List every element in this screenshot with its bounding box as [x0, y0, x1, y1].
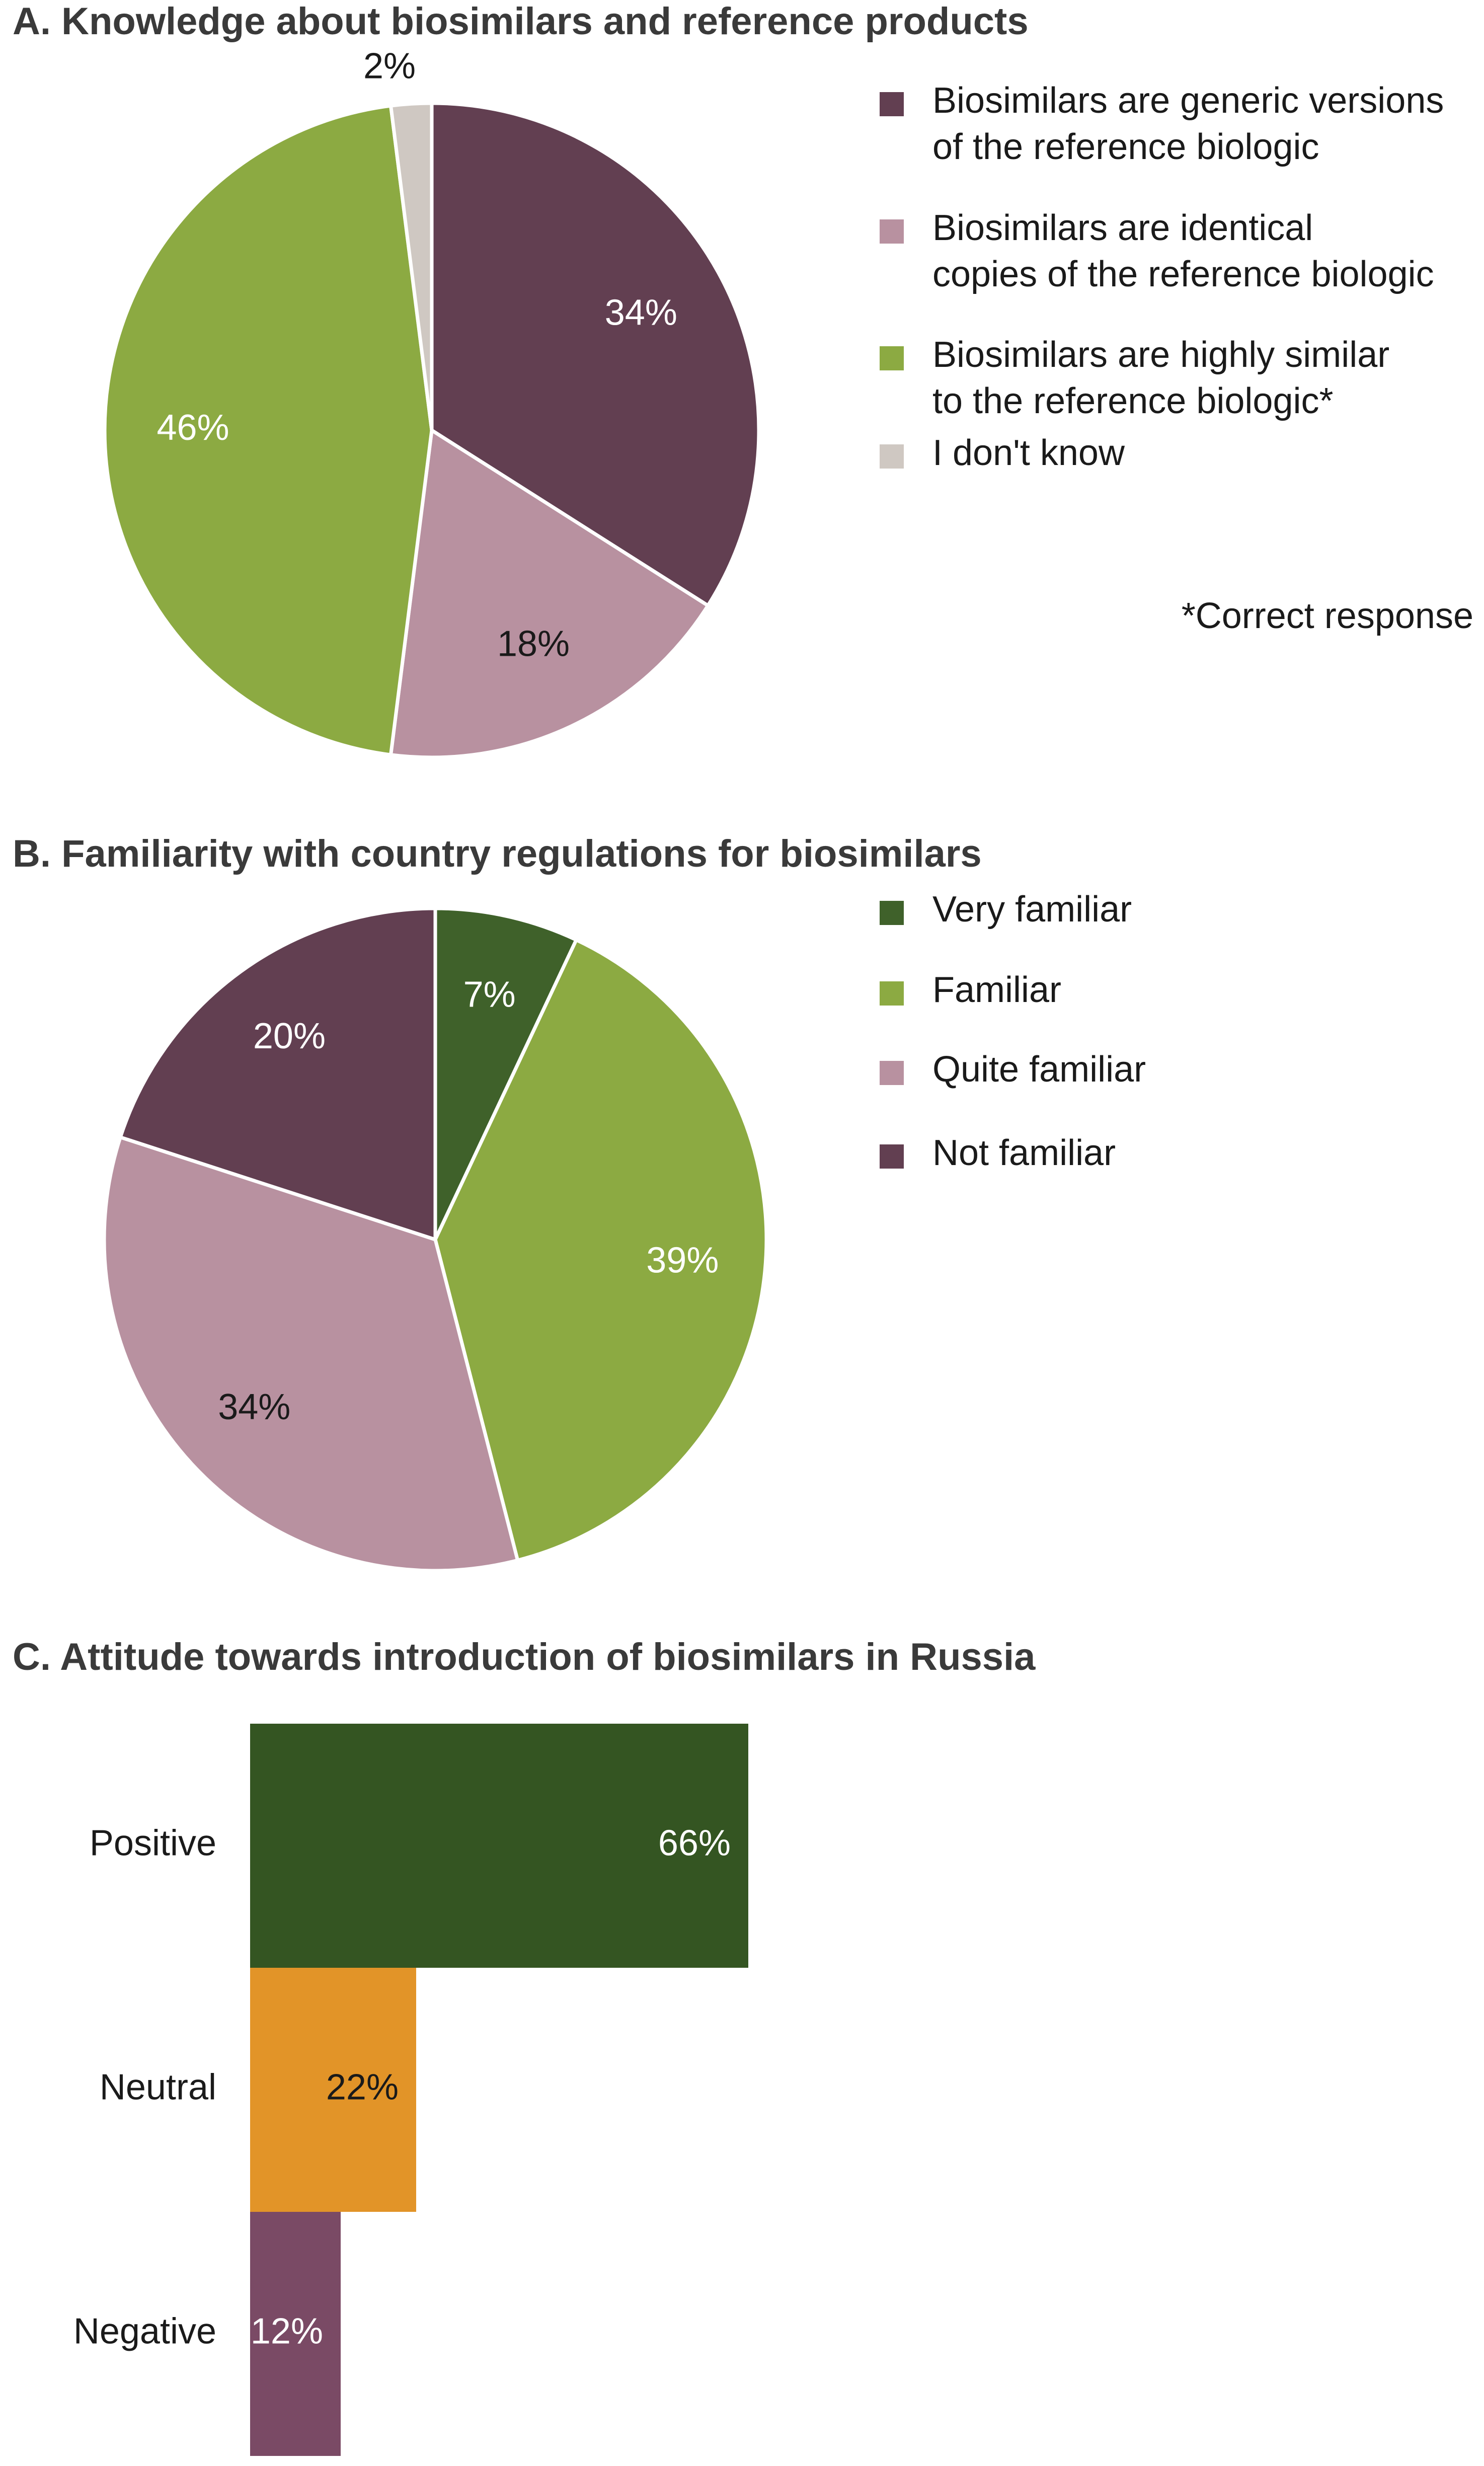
pie-b-slice-0: [433, 906, 578, 1242]
legend-a-swatch-3: [880, 444, 904, 469]
legend-b-swatch-3: [880, 1144, 904, 1169]
legend-a-label-2-0: Biosimilars are highly similar: [932, 335, 1389, 375]
pie-b-slice-2: [102, 1135, 520, 1573]
category-label-neutral: Neutral: [100, 2067, 216, 2108]
legend-b-label-0-0: Very familiar: [932, 889, 1132, 930]
category-label-positive: Positive: [90, 1823, 216, 1864]
panel-c-attitude-bars: C. Attitude towards introduction of bios…: [13, 1636, 1036, 2456]
pie-a-slice-2: [103, 104, 434, 757]
legend-a-label-0-1: of the reference biologic: [932, 127, 1319, 167]
legend-a-swatch-2: [880, 346, 904, 370]
legend-b-swatch-1: [880, 981, 904, 1006]
legend-a: Biosimilars are generic versions of the r…: [880, 81, 1444, 473]
panel-b-title: B. Familiarity with country regulations …: [13, 832, 982, 875]
legend-a-label-0-0: Biosimilars are generic versions: [932, 81, 1444, 121]
legend-b-label-2-0: Quite familiar: [932, 1049, 1146, 1090]
bar-neutral: [250, 1968, 416, 2212]
pie-b-slice-label-1: 39%: [646, 1240, 719, 1280]
panel-c-title: C. Attitude towards introduction of bios…: [13, 1636, 1036, 1678]
bar-chart-c: Positive 66% Neutral 22% Negative 12%: [73, 1724, 748, 2456]
pie-a-slice-label-1: 18%: [497, 624, 570, 664]
legend-b-label-1-0: Familiar: [932, 970, 1061, 1010]
pie-a-slice-0: [430, 101, 761, 607]
pie-b-slice-label-2: 34%: [218, 1387, 290, 1427]
pie-a-slice-3: [389, 101, 434, 432]
pie-a-slice-label-3: 2%: [363, 46, 416, 86]
correct-response-note: *Correct response: [1182, 596, 1473, 636]
bar-value-label-positive: 66%: [658, 1823, 731, 1864]
panel-a-knowledge-pie: A. Knowledge about biosimilars and refer…: [13, 0, 1473, 759]
pie-b-slice-label-3: 20%: [253, 1016, 326, 1056]
bar-positive: [250, 1724, 748, 1968]
pie-b: 7% 39% 34% 20%: [102, 906, 768, 1573]
bar-value-label-neutral: 22%: [326, 2067, 399, 2108]
pie-a: 34% 18% 46% 2%: [103, 46, 761, 759]
pie-a-slice-1: [389, 428, 710, 759]
legend-a-label-2-1: to the reference biologic*: [932, 381, 1334, 421]
category-label-negative: Negative: [73, 2311, 216, 2352]
legend-a-label-1-0: Biosimilars are identical: [932, 208, 1313, 248]
pie-b-slice-3: [118, 906, 437, 1242]
legend-a-swatch-1: [880, 219, 904, 244]
legend-b-label-3-0: Not familiar: [932, 1133, 1116, 1173]
legend-a-label-3-0: I don't know: [932, 433, 1125, 473]
pie-b-slice-1: [433, 938, 768, 1562]
pie-b-slice-label-0: 7%: [463, 974, 516, 1015]
pie-a-slice-label-2: 46%: [157, 408, 229, 448]
legend-b: Very familiar Familiar Quite familiar Not f…: [880, 889, 1146, 1173]
legend-b-swatch-0: [880, 901, 904, 925]
panel-b-familiarity-pie: B. Familiarity with country regulations …: [13, 832, 1146, 1573]
bar-value-label-negative: 12%: [251, 2311, 323, 2352]
legend-a-swatch-0: [880, 92, 904, 116]
panel-a-title: A. Knowledge about biosimilars and refer…: [13, 0, 1029, 43]
pie-a-slice-label-0: 34%: [605, 292, 677, 333]
bar-negative: [250, 2212, 341, 2456]
legend-a-label-1-1: copies of the reference biologic: [932, 254, 1434, 294]
legend-b-swatch-2: [880, 1061, 904, 1085]
